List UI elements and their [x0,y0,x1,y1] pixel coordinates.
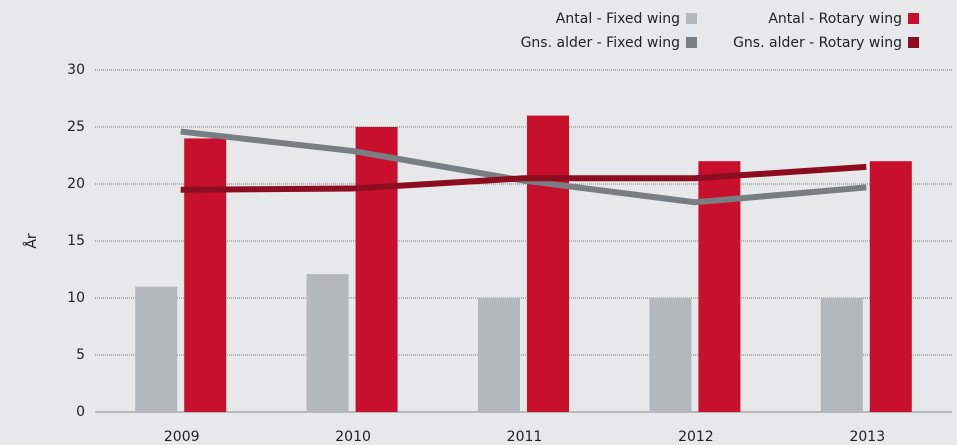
y-axis-label: År [23,233,40,249]
legend-swatch [686,13,697,24]
legend-swatch [908,37,919,48]
y-tick-label: 10 [67,290,85,306]
x-tick-label: 2012 [678,429,714,445]
y-tick-label: 15 [67,233,85,249]
legend-label: Gns. alder - Fixed wing [521,35,680,51]
bar [184,138,227,412]
legend-swatch [686,37,697,48]
bar [527,115,569,412]
x-tick-label: 2013 [849,429,885,445]
legend-swatch [908,13,919,24]
y-tick-label: 0 [76,404,85,420]
x-tick-label: 2009 [164,429,200,445]
y-tick-label: 5 [76,347,85,363]
bar [355,127,398,412]
legend-label: Antal - Rotary wing [768,11,902,27]
bar [306,274,349,412]
line [180,163,867,193]
bar [820,298,863,412]
y-tick-label: 30 [67,62,85,78]
bar [869,161,912,412]
bar [649,298,692,412]
x-tick-label: 2011 [507,429,543,445]
x-tick-label: 2010 [335,429,371,445]
bar [135,286,178,412]
y-tick-label: 20 [67,176,85,192]
legend-label: Gns. alder - Rotary wing [733,35,902,51]
legend-label: Antal - Fixed wing [556,11,680,27]
y-tick-label: 25 [67,119,85,135]
bar [478,298,520,412]
